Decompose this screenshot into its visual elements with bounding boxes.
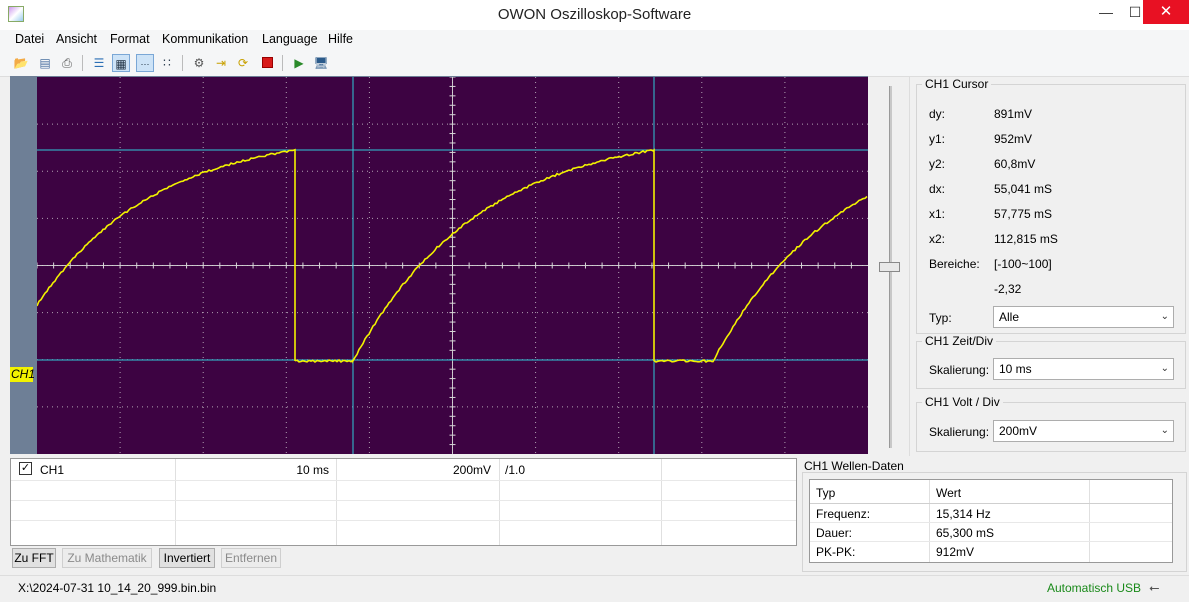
table-divider	[1089, 480, 1090, 562]
panel-divider	[909, 76, 910, 456]
status-connection: Automatisch USB	[1047, 581, 1141, 595]
voltdiv-select[interactable]: 200mV ⌄	[993, 420, 1174, 442]
channel-name: CH1	[40, 463, 64, 477]
toolbar-separator	[182, 55, 183, 71]
monitor-icon[interactable]: 🖥	[312, 54, 330, 72]
cursor-group-title: CH1 Cursor	[922, 77, 991, 91]
cursor-value: 55,041 mS	[994, 182, 1052, 196]
toolbar-separator	[282, 55, 283, 71]
cursor-value: [-100~100]	[994, 257, 1052, 271]
cursor-label: dx:	[929, 182, 945, 196]
wave-row-value: 65,300 mS	[936, 526, 994, 540]
menu-language[interactable]: Language	[262, 32, 318, 46]
status-divider	[0, 575, 1189, 576]
folder-open-icon[interactable]: 📂	[12, 54, 30, 72]
wave-header-value: Wert	[936, 486, 961, 500]
type-select[interactable]: Alle ⌄	[993, 306, 1174, 328]
list-icon[interactable]: ☰	[90, 54, 108, 72]
cursor-value: -2,32	[994, 282, 1021, 296]
chevron-down-icon: ⌄	[1161, 421, 1169, 441]
menu-format[interactable]: Format	[110, 32, 150, 46]
menu-datei[interactable]: Datei	[15, 32, 44, 46]
dots-icon[interactable]: ⋯	[136, 54, 154, 72]
refresh-icon[interactable]: ⟳	[234, 54, 252, 72]
scope-screen[interactable]	[37, 77, 868, 454]
timebase-select[interactable]: 10 ms ⌄	[993, 358, 1174, 380]
cursor-value: 60,8mV	[994, 157, 1035, 171]
close-icon[interactable]: ✕	[1143, 0, 1189, 24]
voltdiv-label: Skalierung:	[929, 425, 989, 439]
ch1-level-marker[interactable]: CH1	[10, 367, 33, 382]
wave-row-value: 912mV	[936, 545, 974, 559]
cursor-value: 952mV	[994, 132, 1032, 146]
wave-row-label: PK-PK:	[816, 545, 855, 559]
toolbar	[0, 50, 1189, 77]
wave-data-title: CH1 Wellen-Daten	[804, 459, 904, 473]
menu-ansicht[interactable]: Ansicht	[56, 32, 97, 46]
table-divider	[11, 520, 796, 521]
vertical-slider-thumb[interactable]	[879, 262, 900, 272]
settings-cog-icon[interactable]: ⚙	[190, 54, 208, 72]
type-label: Typ:	[929, 311, 952, 325]
table-divider	[810, 541, 1172, 542]
cursor-label: x2:	[929, 232, 945, 246]
table-divider	[11, 500, 796, 501]
table-divider	[810, 503, 1172, 504]
table-divider	[11, 480, 796, 481]
cursor-value: 57,775 mS	[994, 207, 1052, 221]
stop-icon[interactable]	[258, 54, 276, 72]
table-divider	[929, 480, 930, 562]
cursor-label: y1:	[929, 132, 945, 146]
cursor-value: 891mV	[994, 107, 1032, 121]
to-fft-button[interactable]: Zu FFT	[12, 548, 56, 568]
menu-hilfe[interactable]: Hilfe	[328, 32, 353, 46]
remove-button[interactable]: Entfernen	[221, 548, 281, 568]
table-divider	[499, 459, 500, 545]
chevron-down-icon: ⌄	[1161, 359, 1169, 379]
window-title: OWON Oszilloskop-Software	[0, 6, 1189, 23]
timebase-label: Skalierung:	[929, 363, 989, 377]
wave-row-value: 15,314 Hz	[936, 507, 991, 521]
wave-header-type: Typ	[816, 486, 835, 500]
timebase-group-title: CH1 Zeit/Div	[922, 334, 996, 348]
run-icon[interactable]: ▶	[290, 54, 308, 72]
cursor-label: dy:	[929, 107, 945, 121]
to-math-button[interactable]: Zu Mathematik	[62, 548, 152, 568]
channel-timediv: 10 ms	[176, 463, 329, 477]
wave-row-label: Dauer:	[816, 526, 852, 540]
wave-data-table[interactable]	[809, 479, 1173, 563]
status-file-path: X:\2024-07-31 10_14_20_999.bin.bin	[18, 581, 216, 595]
ch1-checkbox[interactable]: ✓	[19, 462, 32, 475]
table-divider	[661, 459, 662, 545]
voltdiv-group-title: CH1 Volt / Div	[922, 395, 1003, 409]
scope-grid	[37, 77, 868, 454]
channel-voltdiv: 200mV	[337, 463, 491, 477]
menu-kommunikation[interactable]: Kommunikation	[162, 32, 248, 46]
toolbar-separator	[82, 55, 83, 71]
points-icon[interactable]: ∷	[158, 54, 176, 72]
usb-icon: ⭠	[1149, 580, 1159, 596]
export-icon[interactable]: ⇥	[212, 54, 230, 72]
print-icon[interactable]: ⎙	[58, 54, 76, 72]
cursor-value: 112,815 mS	[994, 232, 1058, 246]
chevron-down-icon: ⌄	[1161, 307, 1169, 327]
print-preview-icon[interactable]: ▤	[36, 54, 54, 72]
grid-icon[interactable]: ▦	[112, 54, 130, 72]
cursor-label: y2:	[929, 157, 945, 171]
wave-row-label: Frequenz:	[816, 507, 870, 521]
channel-probe: /1.0	[505, 463, 525, 477]
table-divider	[810, 522, 1172, 523]
cursor-label: x1:	[929, 207, 945, 221]
inverted-button[interactable]: Invertiert	[159, 548, 215, 568]
cursor-label: Bereiche:	[929, 257, 980, 271]
